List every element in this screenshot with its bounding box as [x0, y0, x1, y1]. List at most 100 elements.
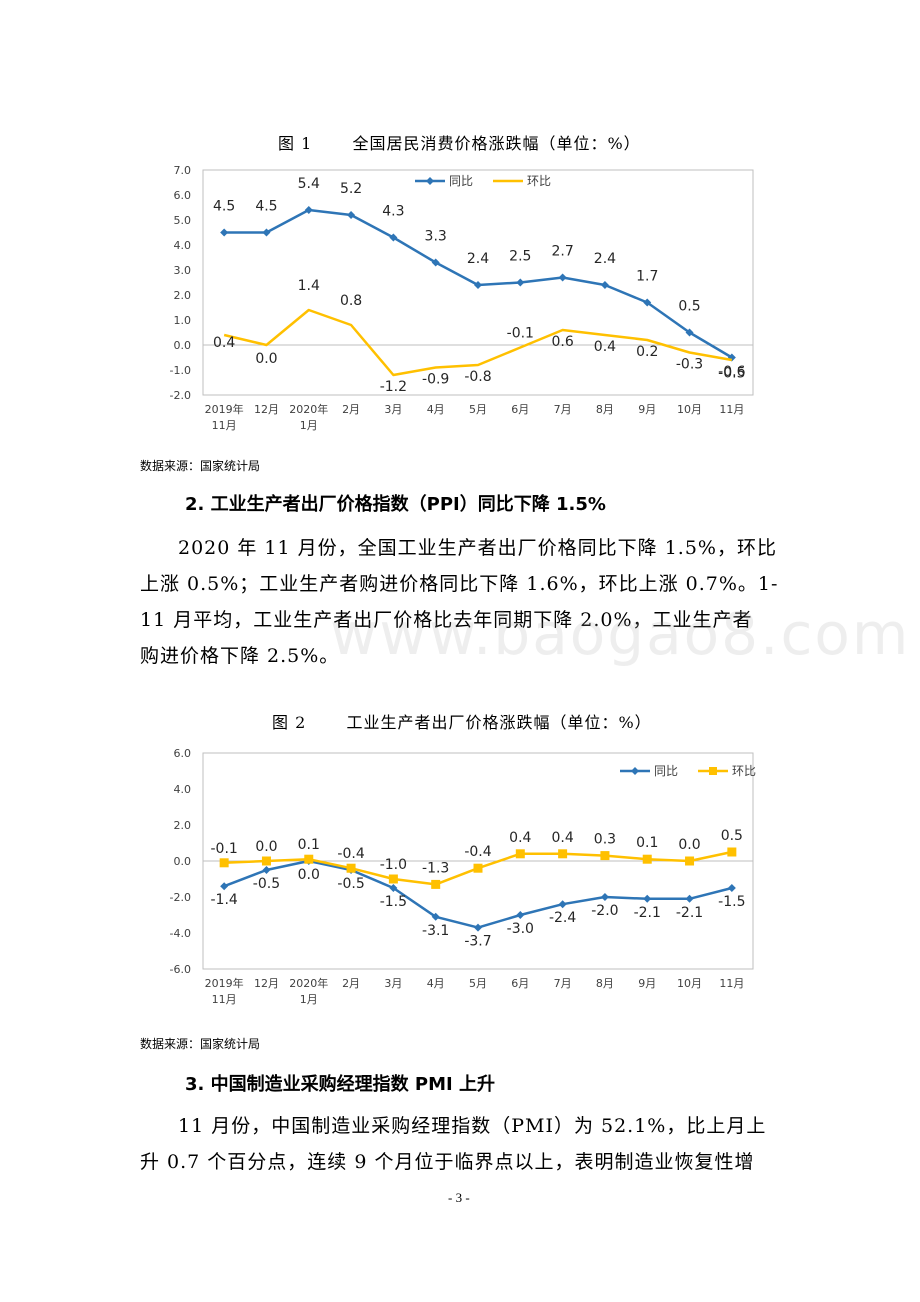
x-tick-label: 2019年	[205, 402, 244, 416]
data-label: -2.0	[591, 903, 618, 919]
y-tick-label: 0.0	[174, 855, 192, 868]
data-label: 0.3	[594, 832, 616, 848]
x-tick-label: 8月	[596, 977, 614, 990]
data-point	[304, 206, 313, 214]
data-point	[516, 911, 525, 919]
legend-marker	[426, 177, 434, 185]
data-label: 0.4	[509, 830, 531, 846]
data-label: 0.2	[636, 344, 658, 360]
data-point	[262, 228, 271, 237]
y-tick-label: -2.0	[170, 389, 191, 402]
x-tick-label: 11月	[719, 403, 744, 416]
data-label: 4.3	[382, 204, 404, 220]
x-tick-label: 4月	[427, 977, 445, 990]
data-label: 2.7	[551, 244, 573, 260]
legend-label: 同比	[654, 764, 678, 778]
data-label: 0.4	[213, 335, 235, 351]
data-point	[685, 894, 694, 903]
data-label: -1.0	[380, 857, 407, 873]
data-point	[219, 858, 229, 868]
data-label: 0.0	[678, 837, 700, 853]
data-label: 2.5	[509, 249, 531, 265]
data-label: -0.4	[464, 844, 491, 860]
y-tick-label: 1.0	[174, 314, 192, 327]
y-tick-label: -4.0	[170, 927, 191, 940]
figure-1-number: 图 1	[278, 134, 313, 153]
x-tick-label: 6月	[511, 403, 529, 416]
data-label: -1.5	[380, 894, 407, 910]
y-tick-label: 5.0	[174, 214, 192, 227]
x-tick-label: 2020年	[289, 976, 328, 990]
x-tick-label: 2019年	[205, 976, 244, 990]
data-point	[474, 923, 482, 932]
x-tick-label: 2020年	[289, 402, 328, 416]
paragraph-line: 购进价格下降 2.5%。	[140, 645, 340, 667]
data-label: 1.7	[636, 269, 658, 285]
y-tick-label: -6.0	[170, 963, 191, 976]
y-tick-label: 7.0	[174, 164, 192, 177]
data-point	[347, 211, 356, 219]
data-label: 0.0	[255, 351, 277, 367]
data-point	[727, 884, 736, 892]
data-point	[558, 273, 567, 282]
data-point	[304, 854, 314, 864]
figure-2-number: 图 2	[272, 713, 307, 732]
data-point	[388, 874, 398, 884]
data-label: 0.4	[594, 339, 616, 355]
data-label: 2.4	[467, 251, 489, 267]
x-tick-label: 6月	[511, 977, 529, 990]
y-tick-label: -2.0	[170, 891, 191, 904]
data-label: 0.0	[298, 867, 320, 883]
x-tick-label: 12月	[254, 977, 279, 990]
data-label: -1.5	[718, 894, 745, 910]
x-tick-label: 11月	[212, 419, 237, 432]
data-point	[643, 298, 652, 307]
data-label: 5.2	[340, 181, 362, 197]
data-point	[558, 849, 568, 859]
data-point	[515, 849, 525, 859]
x-tick-label: 11月	[719, 977, 744, 990]
paragraph-line: 11 月平均，工业生产者出厂价格比去年同期下降 2.0%，工业生产者	[140, 609, 753, 631]
x-tick-label: 5月	[469, 403, 487, 416]
section-3-paragraph: 11 月份，中国制造业采购经理指数（PMI）为 52.1%，比上月上 升 0.7…	[140, 1108, 790, 1180]
data-point	[431, 912, 440, 921]
x-tick-label: 9月	[638, 977, 656, 990]
data-point	[261, 856, 271, 866]
x-tick-label: 4月	[427, 403, 445, 416]
data-point	[389, 233, 398, 242]
data-point	[474, 281, 482, 289]
page-number: - 3 -	[448, 1190, 470, 1205]
x-tick-label: 2月	[342, 403, 360, 416]
section-3-heading: 3. 中国制造业采购经理指数 PMI 上升	[185, 1074, 495, 1095]
data-label: -0.3	[676, 357, 703, 373]
data-label: -2.4	[549, 910, 576, 926]
y-tick-label: 2.0	[174, 819, 192, 832]
data-label: 0.4	[551, 830, 573, 846]
data-label: -0.9	[422, 372, 449, 388]
cpi-chart: -2.0 -1.0 0.0 1.0 2.0 3.0 4.0 5.0 6.0 7.0 2019年 11月…	[170, 164, 754, 432]
legend-label: 环比	[527, 174, 551, 188]
y-tick-label: 4.0	[174, 239, 192, 252]
paragraph-line: 11 月份，中国制造业采购经理指数（PMI）为 52.1%，比上月上	[178, 1115, 767, 1137]
data-label: -1.2	[380, 379, 407, 395]
data-point	[473, 863, 483, 873]
paragraph-line: 上涨 0.5%；工业生产者购进价格同比下降 1.6%，环比上涨 0.7%。1-	[140, 573, 779, 595]
data-point	[685, 856, 695, 866]
data-label: 0.1	[636, 835, 658, 851]
figure-1-source: 数据来源：国家统计局	[140, 459, 261, 473]
data-label: -2.1	[634, 905, 661, 921]
figure-2-source: 数据来源：国家统计局	[140, 1037, 261, 1051]
data-label: 0.8	[340, 293, 362, 309]
data-point	[389, 884, 398, 892]
data-point	[642, 854, 652, 864]
x-tick-label: 3月	[384, 403, 402, 416]
paragraph-line: 2020 年 11 月份，全国工业生产者出厂价格同比下降 1.5%，环比	[178, 537, 777, 559]
data-point	[431, 879, 441, 889]
data-point	[600, 281, 609, 289]
y-tick-label: 4.0	[174, 783, 192, 796]
data-label: -0.1	[210, 841, 237, 857]
data-point	[600, 851, 610, 861]
data-point	[600, 893, 609, 901]
data-point	[685, 328, 694, 337]
data-label: 0.1	[298, 837, 320, 853]
